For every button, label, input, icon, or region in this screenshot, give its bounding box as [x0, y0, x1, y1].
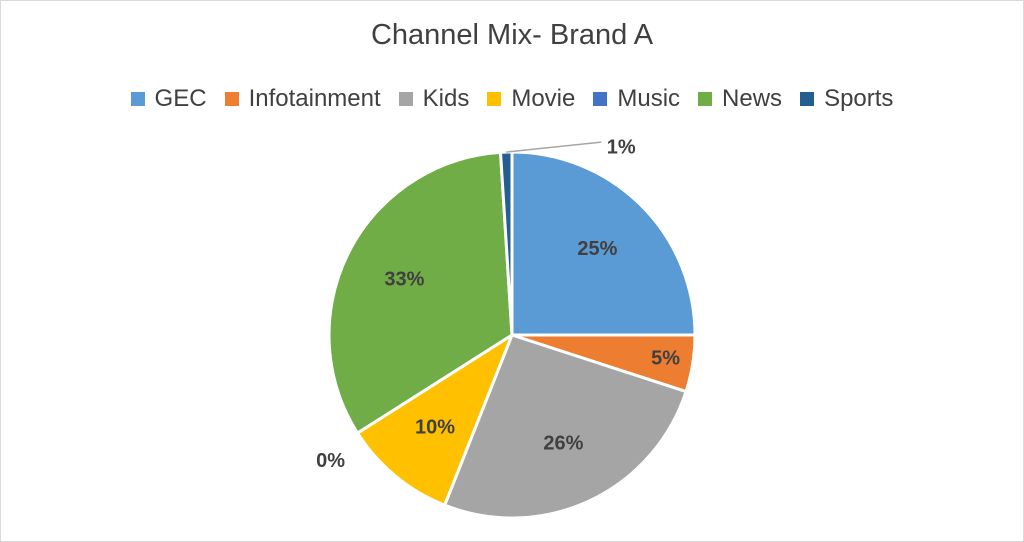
legend-swatch-infotainment: [224, 92, 239, 106]
data-label-kids: 26%: [543, 433, 583, 455]
data-label-movie: 10%: [415, 416, 455, 438]
pie-slice-movie: [355, 333, 514, 507]
legend-label-movie: Movie: [511, 85, 576, 112]
legend-label-sports: Sports: [824, 85, 894, 112]
legend-item-gec: GEC: [130, 85, 207, 113]
pie-slice-news: [327, 150, 514, 435]
legend-swatch-sports: [800, 92, 815, 106]
chart-title: Channel Mix- Brand A: [370, 19, 654, 51]
legend-swatch-news: [698, 92, 713, 106]
leader-line-sports: [506, 141, 602, 153]
data-label-news: 33%: [384, 268, 424, 290]
legend-swatch-gec: [130, 92, 145, 106]
pie-slice-kids: [443, 333, 688, 520]
chart-legend: GEC Infotainment Kids Movie Music News Sports: [1, 85, 1023, 113]
legend-item-news: News: [698, 85, 782, 113]
legend-swatch-movie: [487, 92, 502, 106]
pie-slice-gec: [510, 150, 697, 337]
legend-swatch-music: [593, 92, 608, 106]
legend-item-kids: Kids: [398, 85, 470, 113]
data-label-infotainment: 5%: [651, 348, 680, 370]
data-label-music: 0%: [316, 450, 345, 472]
data-label-gec: 25%: [577, 238, 617, 260]
legend-swatch-kids: [398, 92, 413, 106]
legend-label-music: Music: [617, 85, 681, 112]
legend-item-music: Music: [593, 85, 680, 113]
legend-label-news: News: [722, 85, 783, 112]
data-label-sports: 1%: [607, 136, 636, 158]
legend-item-infotainment: Infotainment: [224, 85, 381, 113]
legend-item-sports: Sports: [800, 85, 893, 113]
legend-label-gec: GEC: [154, 85, 207, 112]
legend-label-kids: Kids: [422, 85, 470, 112]
legend-label-infotainment: Infotainment: [248, 85, 381, 112]
legend-item-movie: Movie: [487, 85, 575, 113]
